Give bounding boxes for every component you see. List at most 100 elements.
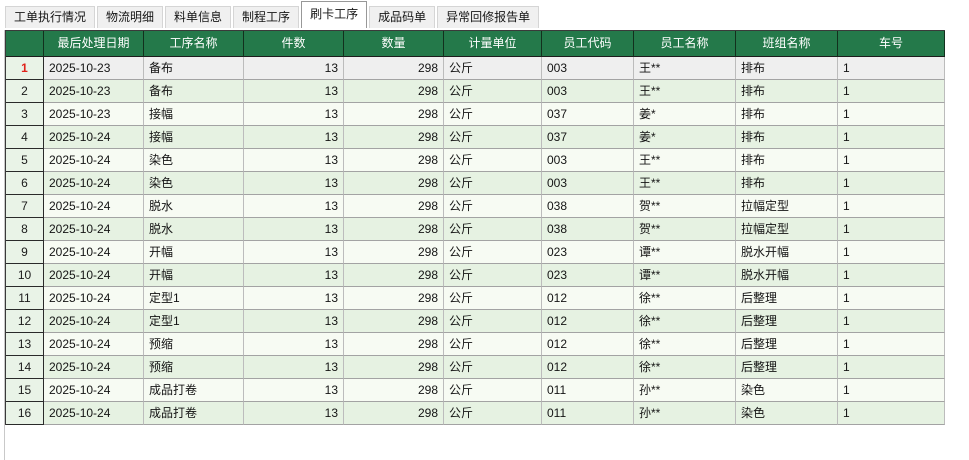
- table-row[interactable]: 15 2025-10-24 成品打卷 13 298 公斤 011 孙** 染色 1: [6, 379, 945, 402]
- cell-vehicle: 1: [838, 241, 945, 264]
- row-number[interactable]: 9: [6, 241, 44, 264]
- cell-vehicle: 1: [838, 149, 945, 172]
- column-header-pieces[interactable]: 件数: [244, 31, 344, 57]
- cell-pieces: 13: [244, 103, 344, 126]
- row-number[interactable]: 13: [6, 333, 44, 356]
- cell-emp_code: 011: [542, 402, 634, 425]
- column-header-process[interactable]: 工序名称: [144, 31, 244, 57]
- cell-qty: 298: [344, 103, 444, 126]
- cell-unit: 公斤: [444, 57, 542, 80]
- cell-qty: 298: [344, 241, 444, 264]
- tab-2[interactable]: 物流明细: [97, 6, 164, 28]
- table-row[interactable]: 13 2025-10-24 预缩 13 298 公斤 012 徐** 后整理 1: [6, 333, 945, 356]
- cell-date: 2025-10-24: [44, 241, 144, 264]
- cell-emp_code: 038: [542, 218, 634, 241]
- table-row[interactable]: 7 2025-10-24 脱水 13 298 公斤 038 贺** 拉幅定型 1: [6, 195, 945, 218]
- cell-emp_name: 徐**: [634, 287, 736, 310]
- table-row[interactable]: 3 2025-10-23 接幅 13 298 公斤 037 姜* 排布 1: [6, 103, 945, 126]
- cell-emp_code: 003: [542, 172, 634, 195]
- row-number[interactable]: 6: [6, 172, 44, 195]
- cell-qty: 298: [344, 126, 444, 149]
- cell-qty: 298: [344, 379, 444, 402]
- cell-unit: 公斤: [444, 80, 542, 103]
- cell-unit: 公斤: [444, 103, 542, 126]
- cell-emp_name: 徐**: [634, 310, 736, 333]
- tab-7[interactable]: 异常回修报告单: [437, 6, 540, 28]
- column-header-vehicle[interactable]: 车号: [838, 31, 945, 57]
- row-number[interactable]: 14: [6, 356, 44, 379]
- cell-team: 排布: [736, 126, 838, 149]
- cell-date: 2025-10-24: [44, 149, 144, 172]
- tab-3[interactable]: 料单信息: [165, 6, 232, 28]
- cell-team: 排布: [736, 57, 838, 80]
- cell-team: 脱水开幅: [736, 241, 838, 264]
- table-row[interactable]: 16 2025-10-24 成品打卷 13 298 公斤 011 孙** 染色 1: [6, 402, 945, 425]
- cell-team: 染色: [736, 402, 838, 425]
- row-number[interactable]: 3: [6, 103, 44, 126]
- cell-emp_code: 012: [542, 356, 634, 379]
- column-header-team[interactable]: 班组名称: [736, 31, 838, 57]
- cell-unit: 公斤: [444, 149, 542, 172]
- table-row[interactable]: 8 2025-10-24 脱水 13 298 公斤 038 贺** 拉幅定型 1: [6, 218, 945, 241]
- table-row[interactable]: 4 2025-10-24 接幅 13 298 公斤 037 姜* 排布 1: [6, 126, 945, 149]
- cell-qty: 298: [344, 402, 444, 425]
- column-header-emp_name[interactable]: 员工名称: [634, 31, 736, 57]
- table-row[interactable]: 1 2025-10-23 备布 13 298 公斤 003 王** 排布 1: [6, 57, 945, 80]
- cell-vehicle: 1: [838, 218, 945, 241]
- cell-pieces: 13: [244, 172, 344, 195]
- cell-emp_name: 徐**: [634, 356, 736, 379]
- row-number[interactable]: 8: [6, 218, 44, 241]
- cell-team: 排布: [736, 172, 838, 195]
- cell-process: 备布: [144, 57, 244, 80]
- tab-1[interactable]: 工单执行情况: [5, 6, 96, 28]
- column-header-emp_code[interactable]: 员工代码: [542, 31, 634, 57]
- row-number[interactable]: 1: [6, 57, 44, 80]
- row-number[interactable]: 10: [6, 264, 44, 287]
- cell-vehicle: 1: [838, 310, 945, 333]
- cell-pieces: 13: [244, 333, 344, 356]
- cell-emp_name: 王**: [634, 149, 736, 172]
- table-row[interactable]: 5 2025-10-24 染色 13 298 公斤 003 王** 排布 1: [6, 149, 945, 172]
- row-number[interactable]: 5: [6, 149, 44, 172]
- tab-6[interactable]: 成品码单: [369, 6, 436, 28]
- cell-unit: 公斤: [444, 310, 542, 333]
- cell-qty: 298: [344, 356, 444, 379]
- grid-corner-cell[interactable]: [6, 31, 44, 57]
- cell-team: 排布: [736, 103, 838, 126]
- row-number[interactable]: 4: [6, 126, 44, 149]
- cell-emp_name: 贺**: [634, 218, 736, 241]
- cell-vehicle: 1: [838, 264, 945, 287]
- cell-pieces: 13: [244, 218, 344, 241]
- column-header-date[interactable]: 最后处理日期: [44, 31, 144, 57]
- row-number[interactable]: 11: [6, 287, 44, 310]
- table-row[interactable]: 2 2025-10-23 备布 13 298 公斤 003 王** 排布 1: [6, 80, 945, 103]
- column-header-qty[interactable]: 数量: [344, 31, 444, 57]
- cell-qty: 298: [344, 333, 444, 356]
- tab-5-active[interactable]: 刷卡工序: [301, 1, 368, 28]
- tab-4[interactable]: 制程工序: [233, 6, 300, 28]
- column-header-unit[interactable]: 计量单位: [444, 31, 542, 57]
- table-row[interactable]: 6 2025-10-24 染色 13 298 公斤 003 王** 排布 1: [6, 172, 945, 195]
- cell-emp_code: 037: [542, 126, 634, 149]
- cell-qty: 298: [344, 287, 444, 310]
- cell-team: 排布: [736, 149, 838, 172]
- cell-emp_name: 贺**: [634, 195, 736, 218]
- cell-qty: 298: [344, 172, 444, 195]
- table-row[interactable]: 12 2025-10-24 定型1 13 298 公斤 012 徐** 后整理 1: [6, 310, 945, 333]
- cell-process: 接幅: [144, 103, 244, 126]
- table-row[interactable]: 14 2025-10-24 预缩 13 298 公斤 012 徐** 后整理 1: [6, 356, 945, 379]
- row-number[interactable]: 12: [6, 310, 44, 333]
- table-row[interactable]: 9 2025-10-24 开幅 13 298 公斤 023 谭** 脱水开幅 1: [6, 241, 945, 264]
- table-row[interactable]: 11 2025-10-24 定型1 13 298 公斤 012 徐** 后整理 1: [6, 287, 945, 310]
- data-grid: 最后处理日期 工序名称 件数 数量 计量单位 员工代码 员工名称 班组名称 车号 1 2025-1…: [5, 30, 945, 425]
- row-number[interactable]: 16: [6, 402, 44, 425]
- row-number[interactable]: 2: [6, 80, 44, 103]
- cell-vehicle: 1: [838, 195, 945, 218]
- cell-unit: 公斤: [444, 402, 542, 425]
- table-row[interactable]: 10 2025-10-24 开幅 13 298 公斤 023 谭** 脱水开幅 1: [6, 264, 945, 287]
- row-number[interactable]: 7: [6, 195, 44, 218]
- cell-team: 拉幅定型: [736, 218, 838, 241]
- cell-qty: 298: [344, 149, 444, 172]
- cell-emp_name: 王**: [634, 57, 736, 80]
- row-number[interactable]: 15: [6, 379, 44, 402]
